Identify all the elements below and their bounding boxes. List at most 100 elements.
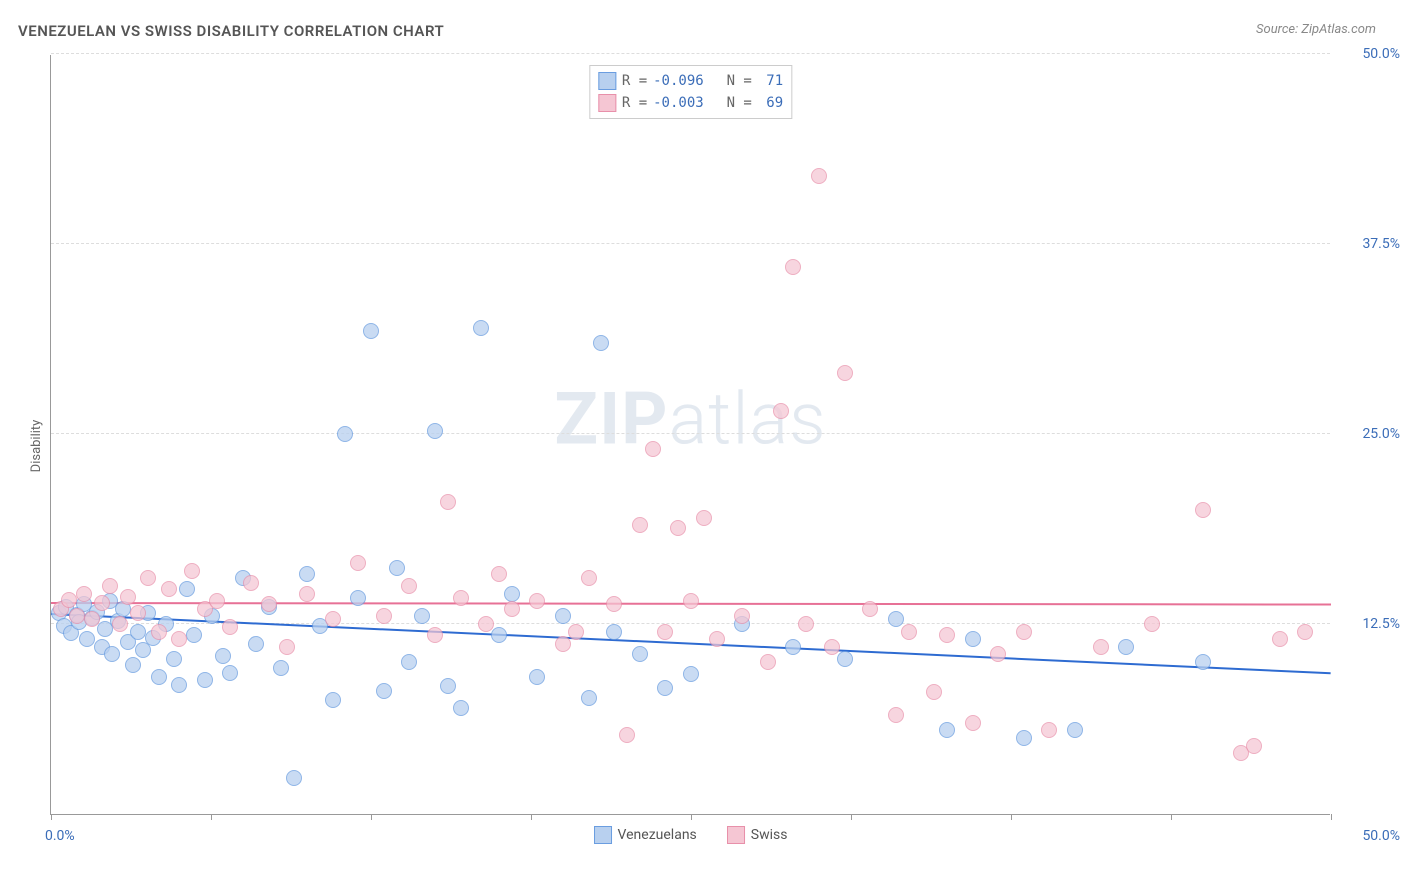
scatter-point-swiss [645, 441, 661, 457]
stat-legend-row: R = -0.003 N = 69 [598, 92, 783, 114]
scatter-point-venezuelans [581, 690, 597, 706]
legend-swatch [598, 94, 616, 112]
scatter-point-swiss [862, 601, 878, 617]
scatter-point-swiss [1297, 624, 1313, 640]
x-tick [851, 814, 852, 820]
scatter-point-venezuelans [151, 669, 167, 685]
x-tick [211, 814, 212, 820]
scatter-point-swiss [990, 646, 1006, 662]
scatter-point-swiss [811, 168, 827, 184]
y-tick-label: 25.0% [1340, 426, 1400, 442]
scatter-point-swiss [161, 581, 177, 597]
legend-swatch [727, 826, 745, 844]
legend-swatch [594, 826, 612, 844]
scatter-point-swiss [94, 595, 110, 611]
scatter-point-venezuelans [427, 423, 443, 439]
stat-n-value: 69 [758, 95, 783, 111]
scatter-point-swiss [140, 570, 156, 586]
scatter-point-venezuelans [1016, 730, 1032, 746]
scatter-point-swiss [209, 593, 225, 609]
scatter-point-swiss [440, 494, 456, 510]
scatter-point-venezuelans [166, 651, 182, 667]
source-attribution: Source: ZipAtlas.com [1256, 22, 1376, 37]
scatter-point-venezuelans [376, 683, 392, 699]
scatter-point-venezuelans [593, 335, 609, 351]
scatter-point-swiss [1093, 639, 1109, 655]
stat-n-label: N = [710, 73, 752, 89]
scatter-point-swiss [151, 624, 167, 640]
gridline-h [51, 243, 1330, 244]
stat-n-label: N = [710, 95, 752, 111]
x-tick [1331, 814, 1332, 820]
x-axis-min-label: 0.0% [45, 828, 75, 844]
scatter-point-venezuelans [363, 323, 379, 339]
legend-swatch [598, 72, 616, 90]
scatter-point-swiss [76, 586, 92, 602]
scatter-point-swiss [401, 578, 417, 594]
scatter-point-venezuelans [555, 608, 571, 624]
scatter-point-venezuelans [350, 590, 366, 606]
scatter-point-venezuelans [130, 624, 146, 640]
scatter-point-swiss [130, 605, 146, 621]
watermark-light: atlas [669, 377, 827, 462]
scatter-point-swiss [1016, 624, 1032, 640]
scatter-point-swiss [965, 715, 981, 731]
scatter-point-venezuelans [215, 648, 231, 664]
scatter-point-swiss [670, 520, 686, 536]
scatter-point-venezuelans [248, 636, 264, 652]
scatter-point-venezuelans [325, 692, 341, 708]
scatter-point-swiss [325, 611, 341, 627]
watermark: ZIPatlas [554, 377, 826, 462]
x-tick [371, 814, 372, 820]
stat-r-value: -0.096 [653, 73, 704, 89]
scatter-point-venezuelans [1195, 654, 1211, 670]
scatter-point-swiss [69, 608, 85, 624]
scatter-point-swiss [504, 601, 520, 617]
scatter-point-swiss [350, 555, 366, 571]
stat-r-label: R = [622, 95, 647, 111]
scatter-point-swiss [709, 631, 725, 647]
scatter-point-venezuelans [785, 639, 801, 655]
scatter-point-venezuelans [440, 678, 456, 694]
scatter-point-venezuelans [453, 700, 469, 716]
scatter-point-venezuelans [837, 651, 853, 667]
scatter-point-swiss [120, 589, 136, 605]
scatter-point-venezuelans [273, 660, 289, 676]
scatter-point-venezuelans [222, 665, 238, 681]
scatter-point-swiss [376, 608, 392, 624]
scatter-point-venezuelans [414, 608, 430, 624]
x-tick [51, 814, 52, 820]
scatter-point-swiss [939, 627, 955, 643]
scatter-point-swiss [279, 639, 295, 655]
scatter-point-swiss [261, 596, 277, 612]
scatter-point-venezuelans [197, 672, 213, 688]
scatter-point-swiss [112, 616, 128, 632]
legend-label: Swiss [751, 827, 788, 843]
scatter-point-swiss [632, 517, 648, 533]
scatter-point-swiss [555, 636, 571, 652]
gridline-h [51, 53, 1330, 54]
scatter-point-venezuelans [299, 566, 315, 582]
scatter-point-venezuelans [606, 624, 622, 640]
scatter-point-swiss [1041, 722, 1057, 738]
scatter-point-venezuelans [888, 611, 904, 627]
scatter-point-swiss [1195, 502, 1211, 518]
scatter-point-swiss [901, 624, 917, 640]
scatter-point-swiss [478, 616, 494, 632]
scatter-point-venezuelans [939, 722, 955, 738]
scatter-point-swiss [657, 624, 673, 640]
scatter-point-swiss [824, 639, 840, 655]
scatter-point-swiss [773, 403, 789, 419]
scatter-point-swiss [299, 586, 315, 602]
bottom-legend-item: Swiss [727, 826, 788, 844]
scatter-point-swiss [619, 727, 635, 743]
scatter-point-venezuelans [504, 586, 520, 602]
scatter-point-venezuelans [683, 666, 699, 682]
scatter-point-swiss [184, 563, 200, 579]
scatter-point-venezuelans [632, 646, 648, 662]
scatter-point-swiss [529, 593, 545, 609]
scatter-point-venezuelans [491, 627, 507, 643]
scatter-point-swiss [837, 365, 853, 381]
scatter-point-swiss [222, 619, 238, 635]
scatter-point-venezuelans [1118, 639, 1134, 655]
